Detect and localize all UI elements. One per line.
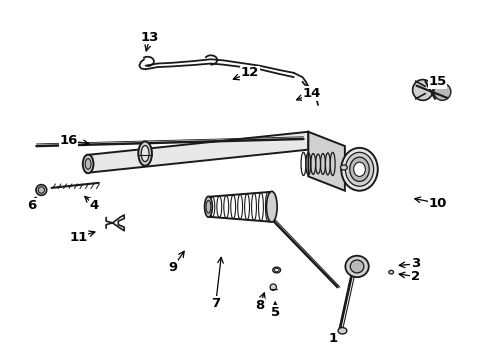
Text: 10: 10 [428,197,447,210]
Text: 8: 8 [255,298,264,311]
Ellipse shape [273,267,281,273]
Text: 11: 11 [69,231,88,244]
Ellipse shape [85,158,91,169]
Ellipse shape [354,162,366,176]
Text: 5: 5 [270,306,280,319]
Ellipse shape [345,256,369,277]
Ellipse shape [434,83,451,100]
Ellipse shape [83,155,94,173]
Ellipse shape [36,185,47,195]
Text: 14: 14 [303,87,321,100]
Text: 7: 7 [211,297,220,310]
Ellipse shape [206,201,211,213]
Ellipse shape [267,192,277,222]
Text: 16: 16 [59,134,78,147]
Ellipse shape [350,260,364,273]
Text: 15: 15 [428,75,446,88]
Ellipse shape [141,145,149,162]
Ellipse shape [413,80,433,100]
Polygon shape [208,192,272,222]
Ellipse shape [270,284,276,291]
Ellipse shape [204,197,212,217]
Polygon shape [87,132,308,173]
Text: 1: 1 [328,333,337,346]
Text: 3: 3 [411,257,420,270]
Polygon shape [308,132,345,191]
Ellipse shape [350,157,369,181]
Ellipse shape [274,269,279,272]
Text: 13: 13 [141,31,159,44]
Ellipse shape [389,270,393,274]
Ellipse shape [38,187,45,193]
Ellipse shape [345,152,374,186]
Text: 4: 4 [89,198,98,212]
Text: 6: 6 [27,198,36,212]
Ellipse shape [338,328,347,334]
Text: 9: 9 [169,261,177,274]
Text: 2: 2 [411,270,420,283]
Ellipse shape [341,148,378,191]
Text: 12: 12 [241,66,259,79]
Ellipse shape [341,165,347,170]
Ellipse shape [138,141,152,166]
